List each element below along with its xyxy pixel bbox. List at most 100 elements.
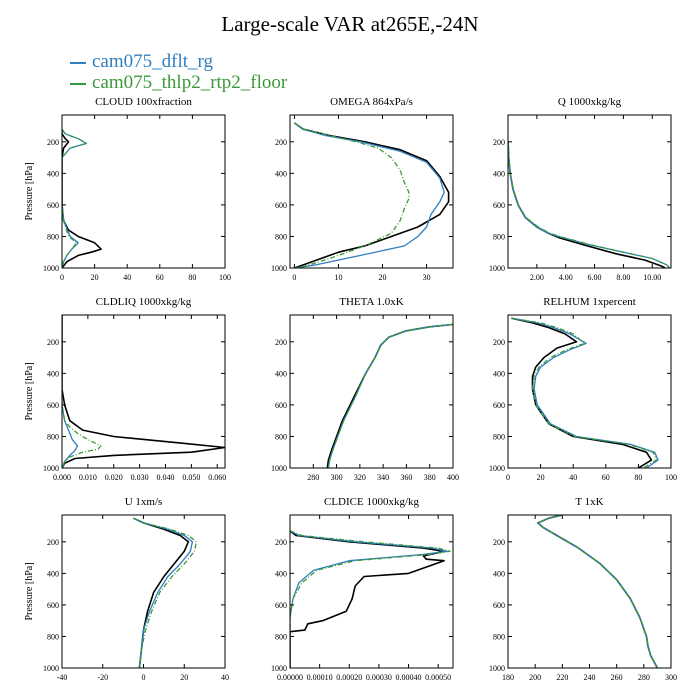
y-tick-label: 400 (47, 169, 59, 178)
y-tick-label: 400 (275, 369, 287, 378)
x-tick-label: 20 (537, 473, 545, 482)
series-line-dflt (327, 323, 453, 468)
y-tick-label: 800 (275, 432, 287, 441)
panel-4: THETA 1.0xK 280 300 320 340 360 380 400 200 400 60… (271, 296, 459, 482)
y-tick-label: 600 (275, 201, 287, 210)
panel-3: CLDLIQ 1000xkg/kg Pressure [hPa] 0.000 0.01… (24, 296, 226, 482)
y-tick-label: 400 (275, 169, 287, 178)
legend-entry-thlp2: cam075_thlp2_rtp2_floor (70, 72, 287, 94)
series-line-dflt (508, 141, 671, 268)
panel-title: U 1xm/s (125, 496, 163, 508)
x-tick-label: 40 (569, 473, 577, 482)
series-line-thlp2 (537, 515, 658, 668)
panel-title: CLOUD 100xfraction (95, 96, 192, 108)
y-tick-label: 200 (493, 338, 505, 347)
series-line-ref (511, 317, 653, 468)
x-tick-label: 80 (634, 473, 642, 482)
y-tick-label: 600 (275, 401, 287, 410)
y-tick-label: 1000 (43, 264, 59, 273)
plot-frame (507, 314, 672, 469)
y-tick-label: 600 (493, 201, 505, 210)
panel-1: OMEGA 864xPa/s 0 10 20 30 200 400 600 800 1000 (271, 96, 454, 282)
series-line-dflt (133, 517, 194, 668)
series-line-ref (293, 122, 450, 268)
x-tick-label: 300 (331, 473, 343, 482)
x-tick-label: 0.050 (182, 473, 200, 482)
series-group (290, 530, 451, 668)
y-tick-label: 1000 (489, 464, 505, 473)
x-tick-label: 2.00 (530, 273, 544, 282)
series-group (511, 317, 659, 468)
y-tick-label: 200 (47, 338, 59, 347)
series-line-ref (62, 315, 225, 468)
plot-frame (289, 514, 454, 669)
x-tick-label: 100 (219, 273, 231, 282)
x-tick-label: -20 (97, 673, 108, 682)
x-tick-label: 0.00010 (307, 673, 333, 682)
x-tick-label: 10 (334, 273, 342, 282)
y-tick-label: 600 (47, 401, 59, 410)
series-line-thlp2 (133, 517, 198, 668)
series-line-dflt (62, 128, 88, 268)
figure-title: Large-scale VAR at265E,-24N (221, 12, 479, 36)
y-tick-label: 800 (47, 632, 59, 641)
legend-label-thlp2: cam075_thlp2_rtp2_floor (92, 72, 288, 93)
y-tick-label: 400 (493, 569, 505, 578)
x-tick-label: 0.020 (105, 473, 123, 482)
x-tick-label: 0 (142, 673, 146, 682)
x-tick-label: 380 (424, 473, 436, 482)
x-tick-label: 4.00 (559, 273, 573, 282)
series-line-thlp2 (294, 122, 410, 268)
series-line-ref (290, 530, 445, 668)
x-tick-label: 0.040 (156, 473, 174, 482)
panel-0: CLOUD 100xfraction Pressure [hPa] 0 20 40 60 8… (24, 96, 231, 282)
legend-swatch-dflt (70, 61, 86, 64)
x-tick-label: 240 (584, 673, 596, 682)
plot-frame (61, 514, 226, 669)
x-tick-label: 200 (529, 673, 541, 682)
x-tick-label: 30 (423, 273, 431, 282)
x-tick-label: 8.00 (616, 273, 630, 282)
x-tick-label: 80 (188, 273, 196, 282)
y-tick-label: 200 (493, 138, 505, 147)
y-tick-label: 600 (493, 601, 505, 610)
x-tick-label: 0.00020 (336, 673, 362, 682)
x-tick-label: 10.00 (643, 273, 661, 282)
panel-title: CLDICE 1000xkg/kg (324, 496, 420, 508)
series-group (132, 517, 198, 668)
legend-label-dflt: cam075_dflt_rg (92, 51, 214, 72)
x-tick-label: 360 (400, 473, 412, 482)
x-tick-label: 0.010 (79, 473, 97, 482)
panel-5: RELHUM 1xpercent 0 20 40 60 80 100 200 400 600 800… (489, 296, 677, 482)
series-group (62, 315, 225, 468)
x-tick-label: 0.000 (53, 473, 71, 482)
y-tick-label: 600 (47, 201, 59, 210)
y-tick-label: 800 (493, 432, 505, 441)
series-group (62, 128, 102, 268)
x-tick-label: 0.030 (131, 473, 149, 482)
series-line-thlp2 (511, 317, 657, 468)
x-tick-label: 0.00030 (366, 673, 392, 682)
y-tick-label: 200 (275, 338, 287, 347)
y-tick-label: 400 (275, 569, 287, 578)
x-tick-label: 0 (292, 273, 296, 282)
panel-title: THETA 1.0xK (339, 296, 404, 308)
panel-6: U 1xm/s Pressure [hPa] -40 -20 0 20 40 200 400 60… (24, 496, 229, 682)
y-tick-label: 200 (493, 538, 505, 547)
x-tick-label: 180 (502, 673, 514, 682)
plot-frame (61, 314, 226, 469)
panel-2: Q 1000xkg/kg 2.00 4.00 6.00 8.00 10.00 200 400 6… (489, 96, 672, 282)
x-tick-label: 20 (180, 673, 188, 682)
series-line-thlp2 (508, 141, 671, 268)
x-tick-label: 300 (665, 673, 677, 682)
panel-title: OMEGA 864xPa/s (330, 96, 413, 108)
y-axis-label: Pressure [hPa] (24, 362, 35, 420)
x-tick-label: 0 (506, 473, 510, 482)
x-tick-label: 100 (665, 473, 677, 482)
x-tick-label: 0.00050 (425, 673, 451, 682)
panel-title: CLDLIQ 1000xkg/kg (96, 296, 192, 308)
series-line-dflt (294, 122, 445, 268)
x-tick-label: 0.060 (208, 473, 226, 482)
legend-swatch-thlp2 (70, 82, 86, 85)
